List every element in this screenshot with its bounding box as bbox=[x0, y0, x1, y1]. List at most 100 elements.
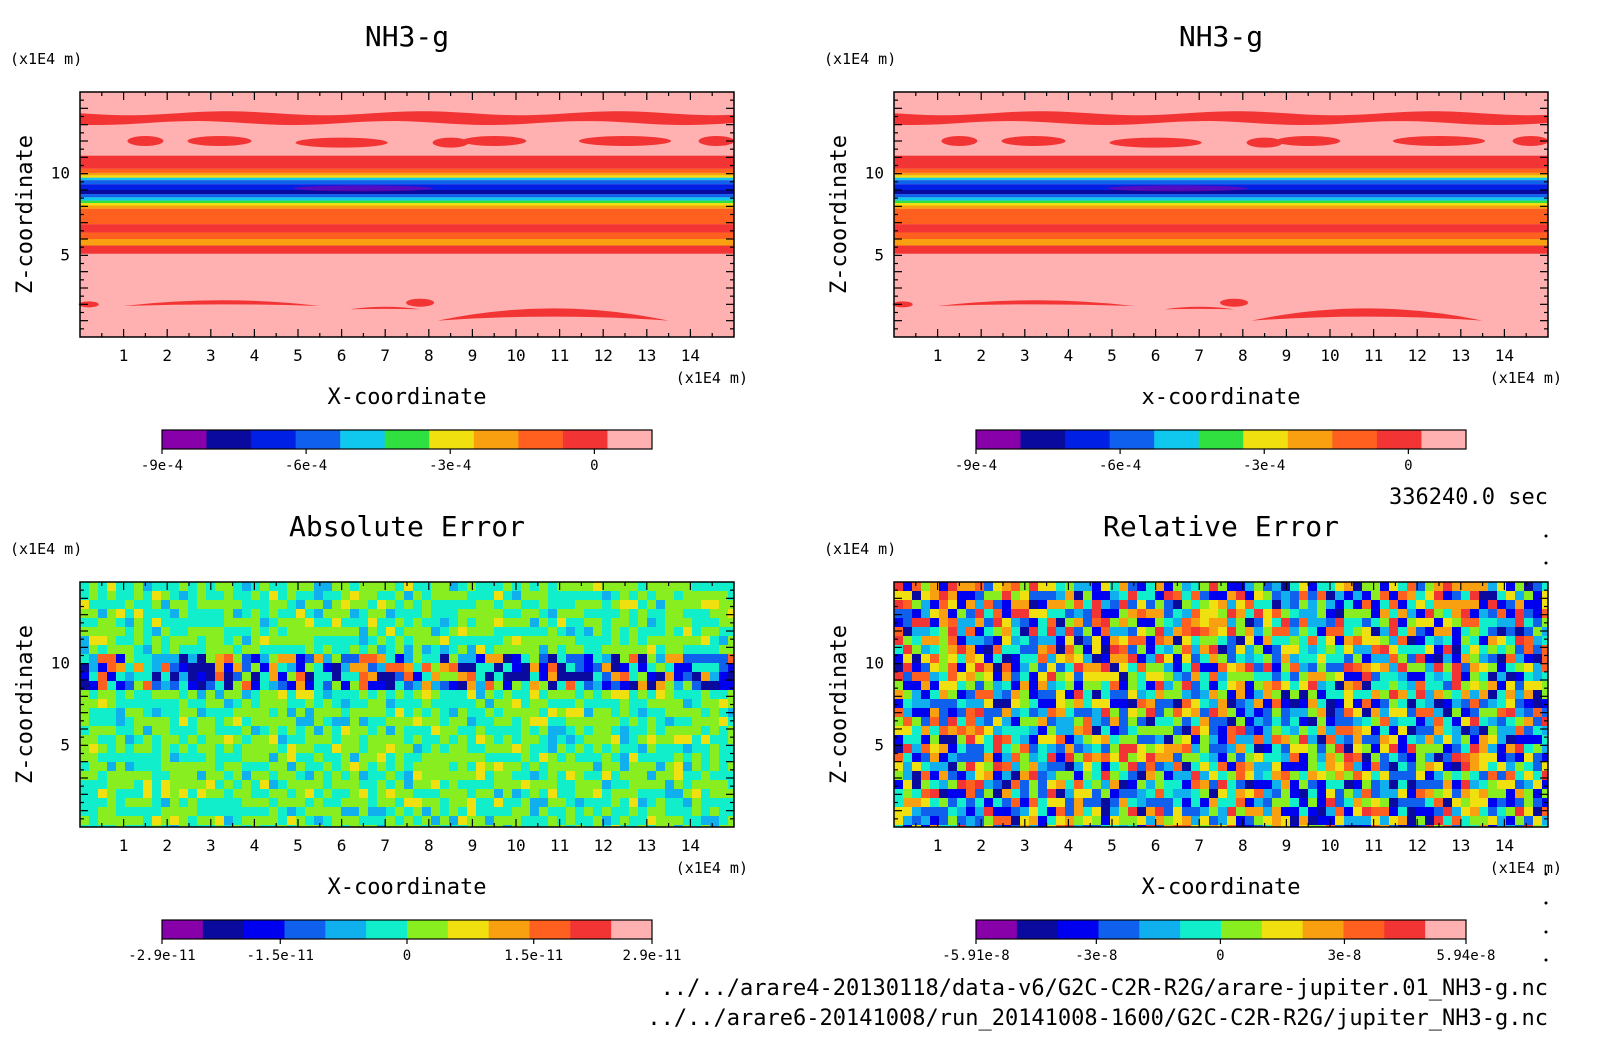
field-cell bbox=[1047, 636, 1056, 645]
field-cell bbox=[1119, 681, 1128, 690]
x-tick-label: 2 bbox=[976, 836, 986, 855]
field-cell bbox=[512, 654, 521, 663]
field-cell bbox=[647, 780, 656, 789]
field-cell bbox=[1200, 825, 1209, 827]
field-cell bbox=[1137, 600, 1146, 609]
field-cell bbox=[1236, 627, 1245, 636]
field-cell bbox=[1092, 627, 1101, 636]
field-cell bbox=[1443, 744, 1452, 753]
field-cell bbox=[1281, 609, 1290, 618]
field-cell bbox=[287, 591, 296, 600]
field-cell bbox=[903, 672, 912, 681]
field-cell bbox=[314, 735, 323, 744]
field-cell bbox=[1371, 726, 1380, 735]
field-cell bbox=[1209, 807, 1218, 816]
field-cell bbox=[1119, 744, 1128, 753]
field-cell bbox=[939, 708, 948, 717]
field-cell bbox=[1263, 744, 1272, 753]
field-cell bbox=[1164, 627, 1173, 636]
field-cell bbox=[1083, 771, 1092, 780]
field-cell bbox=[89, 807, 98, 816]
colorbar-tick-label: 3e-8 bbox=[1328, 948, 1362, 964]
field-cell bbox=[1542, 807, 1548, 816]
field-cell bbox=[701, 699, 710, 708]
field-cell bbox=[674, 816, 683, 825]
field-cell bbox=[1038, 825, 1047, 827]
field-cell bbox=[1461, 726, 1470, 735]
contour-band bbox=[894, 194, 1548, 198]
field-cell bbox=[530, 591, 539, 600]
field-cell bbox=[521, 789, 530, 798]
field-cell bbox=[984, 789, 993, 798]
field-cell bbox=[1515, 735, 1524, 744]
field-cell bbox=[984, 744, 993, 753]
field-cell bbox=[1344, 726, 1353, 735]
field-cell bbox=[458, 582, 467, 591]
field-cell bbox=[1344, 627, 1353, 636]
field-cell bbox=[1362, 672, 1371, 681]
field-cell bbox=[1092, 708, 1101, 717]
field-cell bbox=[152, 609, 161, 618]
x-tick-label: 7 bbox=[380, 836, 390, 855]
field-cell bbox=[80, 825, 89, 827]
field-cell bbox=[143, 663, 152, 672]
field-cell bbox=[584, 825, 593, 827]
field-cell bbox=[1218, 780, 1227, 789]
field-cell bbox=[1236, 807, 1245, 816]
field-cell bbox=[530, 672, 539, 681]
field-cell bbox=[1335, 645, 1344, 654]
field-cell bbox=[260, 708, 269, 717]
field-cell bbox=[134, 663, 143, 672]
field-cell bbox=[1065, 609, 1074, 618]
field-cell bbox=[1164, 645, 1173, 654]
field-cell bbox=[503, 654, 512, 663]
field-cell bbox=[1506, 663, 1515, 672]
field-cell bbox=[368, 618, 377, 627]
field-cell bbox=[1461, 636, 1470, 645]
field-cell bbox=[296, 582, 305, 591]
field-cell bbox=[1290, 699, 1299, 708]
field-cell bbox=[683, 708, 692, 717]
field-cell bbox=[1443, 600, 1452, 609]
field-cell bbox=[1164, 726, 1173, 735]
upper-blob bbox=[295, 137, 388, 148]
field-cell bbox=[1506, 816, 1515, 825]
colorbar-swatch bbox=[518, 430, 564, 449]
field-cell bbox=[368, 735, 377, 744]
field-cell bbox=[206, 717, 215, 726]
field-cell bbox=[710, 798, 719, 807]
field-cell bbox=[1506, 645, 1515, 654]
field-cell bbox=[251, 636, 260, 645]
field-cell bbox=[386, 654, 395, 663]
field-cell bbox=[701, 744, 710, 753]
field-cell bbox=[921, 645, 930, 654]
field-cell bbox=[984, 600, 993, 609]
field-cell bbox=[215, 735, 224, 744]
field-cell bbox=[1317, 771, 1326, 780]
field-cell bbox=[1020, 807, 1029, 816]
field-cell bbox=[575, 708, 584, 717]
field-cell bbox=[638, 807, 647, 816]
field-cell bbox=[1191, 645, 1200, 654]
field-cell bbox=[260, 807, 269, 816]
field-cell bbox=[1092, 825, 1101, 827]
field-cell bbox=[269, 744, 278, 753]
field-cell bbox=[1137, 798, 1146, 807]
field-cell bbox=[1497, 672, 1506, 681]
field-cell bbox=[728, 600, 734, 609]
field-cell bbox=[1479, 645, 1488, 654]
field-cell bbox=[1326, 618, 1335, 627]
field-cell bbox=[665, 762, 674, 771]
field-cell bbox=[728, 690, 734, 699]
field-cell bbox=[1065, 753, 1074, 762]
field-cell bbox=[134, 690, 143, 699]
field-cell bbox=[593, 582, 602, 591]
field-cell bbox=[1317, 627, 1326, 636]
field-cell bbox=[1407, 600, 1416, 609]
field-cell bbox=[674, 807, 683, 816]
field-cell bbox=[530, 708, 539, 717]
field-cell bbox=[1524, 663, 1533, 672]
field-cell bbox=[1389, 798, 1398, 807]
field-cell bbox=[1506, 672, 1515, 681]
field-cell bbox=[359, 762, 368, 771]
